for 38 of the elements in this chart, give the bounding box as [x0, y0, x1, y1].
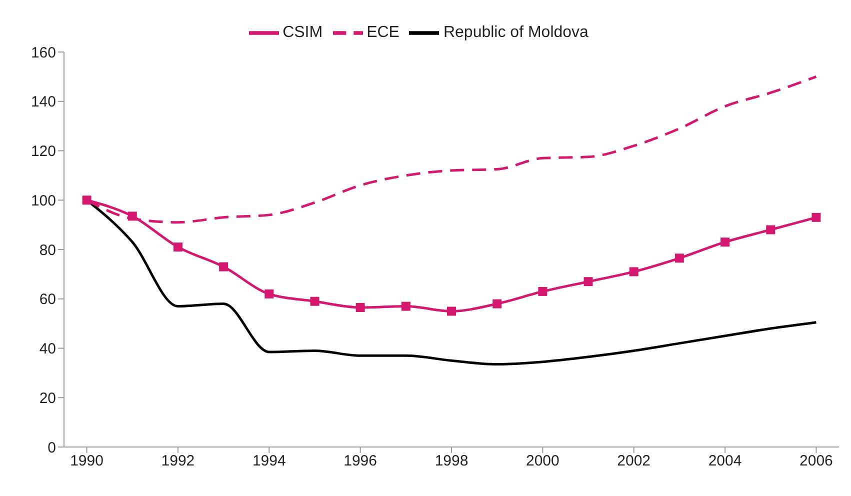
x-tick-label: 1992 — [161, 452, 195, 470]
point — [720, 238, 730, 247]
point — [538, 286, 548, 296]
point — [674, 254, 684, 263]
y-tick-label: 140 — [30, 94, 56, 111]
point — [173, 242, 182, 252]
x-tick-label: 1990 — [70, 452, 104, 470]
point — [629, 267, 638, 276]
x-tick-label: 1994 — [252, 452, 286, 470]
point — [219, 262, 228, 272]
x-tick-label: 2002 — [617, 452, 651, 470]
legend-label: ECE — [366, 24, 400, 42]
y-tick-label: 120 — [30, 143, 56, 160]
y-tick-label: 0 — [48, 439, 56, 456]
x-tick-label: 2004 — [708, 452, 742, 470]
y-tick-label: 80 — [39, 242, 56, 259]
point — [128, 212, 137, 221]
point — [766, 225, 776, 234]
legend-label: Republic of Moldova — [443, 24, 588, 42]
point — [264, 289, 274, 298]
point — [492, 299, 502, 308]
y-tick-label: 20 — [39, 390, 56, 407]
x-tick-label: 2000 — [526, 452, 560, 470]
point — [584, 277, 593, 286]
x-tick-label: 1996 — [344, 452, 378, 470]
point — [82, 196, 92, 205]
y-tick-label: 100 — [30, 192, 56, 210]
point — [447, 306, 456, 316]
point — [401, 302, 410, 311]
x-tick-label: 2006 — [800, 452, 833, 470]
point — [310, 296, 320, 306]
legend-label: CSIM — [282, 24, 323, 42]
y-tick-label: 40 — [39, 340, 56, 358]
y-tick-label: 160 — [30, 44, 56, 62]
y-tick-label: 60 — [39, 291, 56, 308]
point — [356, 303, 365, 312]
x-tick-label: 1998 — [434, 452, 468, 470]
point — [812, 212, 821, 222]
